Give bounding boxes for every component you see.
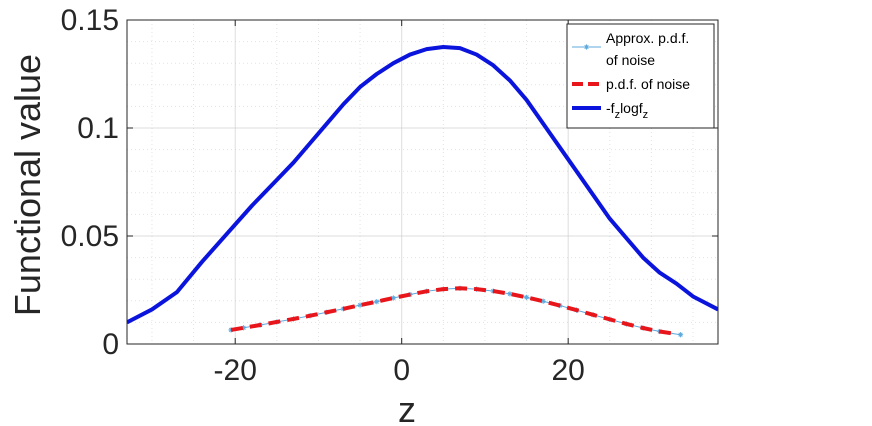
y-tick-label: 0.15 [61, 4, 119, 37]
legend-label-approx-pdf-line1: Approx. p.d.f. [606, 30, 689, 46]
data-point-approx-pdf-d2 [507, 291, 513, 297]
data-point-approx-pdf [507, 291, 513, 297]
series-layer [127, 45, 718, 338]
y-tick-label: 0.05 [61, 220, 119, 253]
data-point-approx-pdf-d2 [524, 295, 529, 300]
y-axis-label: Functional value [7, 54, 48, 316]
data-point-approx-pdf-d2 [391, 295, 396, 301]
legend-label-entropy: -fzlogfz [606, 100, 648, 121]
x-axis-label: z [398, 389, 416, 426]
data-point-approx-pdf-d2 [541, 299, 546, 304]
legend-marker-approx-pdf-d2 [584, 44, 589, 50]
data-point-approx-pdf [374, 299, 380, 305]
legend-marker-approx-pdf [583, 44, 590, 50]
data-point-approx-pdf-d2 [678, 332, 683, 337]
legend-symbol-approx-pdf [572, 44, 601, 50]
data-point-approx-pdf-d2 [357, 302, 363, 308]
series-line-entropy [127, 45, 718, 325]
x-tick-label: 20 [551, 354, 584, 387]
data-point-approx-pdf-d2 [374, 299, 379, 304]
data-point-approx-pdf [677, 332, 684, 338]
x-tick-label: 0 [393, 354, 410, 387]
data-point-approx-pdf [523, 294, 530, 300]
y-tick-label: 0 [102, 328, 119, 361]
series-line-approx-pdf [230, 287, 681, 336]
legend-label-pdf: p.d.f. of noise [606, 76, 690, 92]
legend-label-approx-pdf-line2: of noise [606, 52, 655, 68]
legend-box [566, 23, 715, 129]
y-tick-label: 0.1 [77, 112, 119, 145]
x-tick-label: -20 [214, 354, 257, 387]
plot-frame [126, 19, 719, 345]
legend: Approx. p.d.f. of noise p.d.f. of noise … [566, 23, 715, 129]
